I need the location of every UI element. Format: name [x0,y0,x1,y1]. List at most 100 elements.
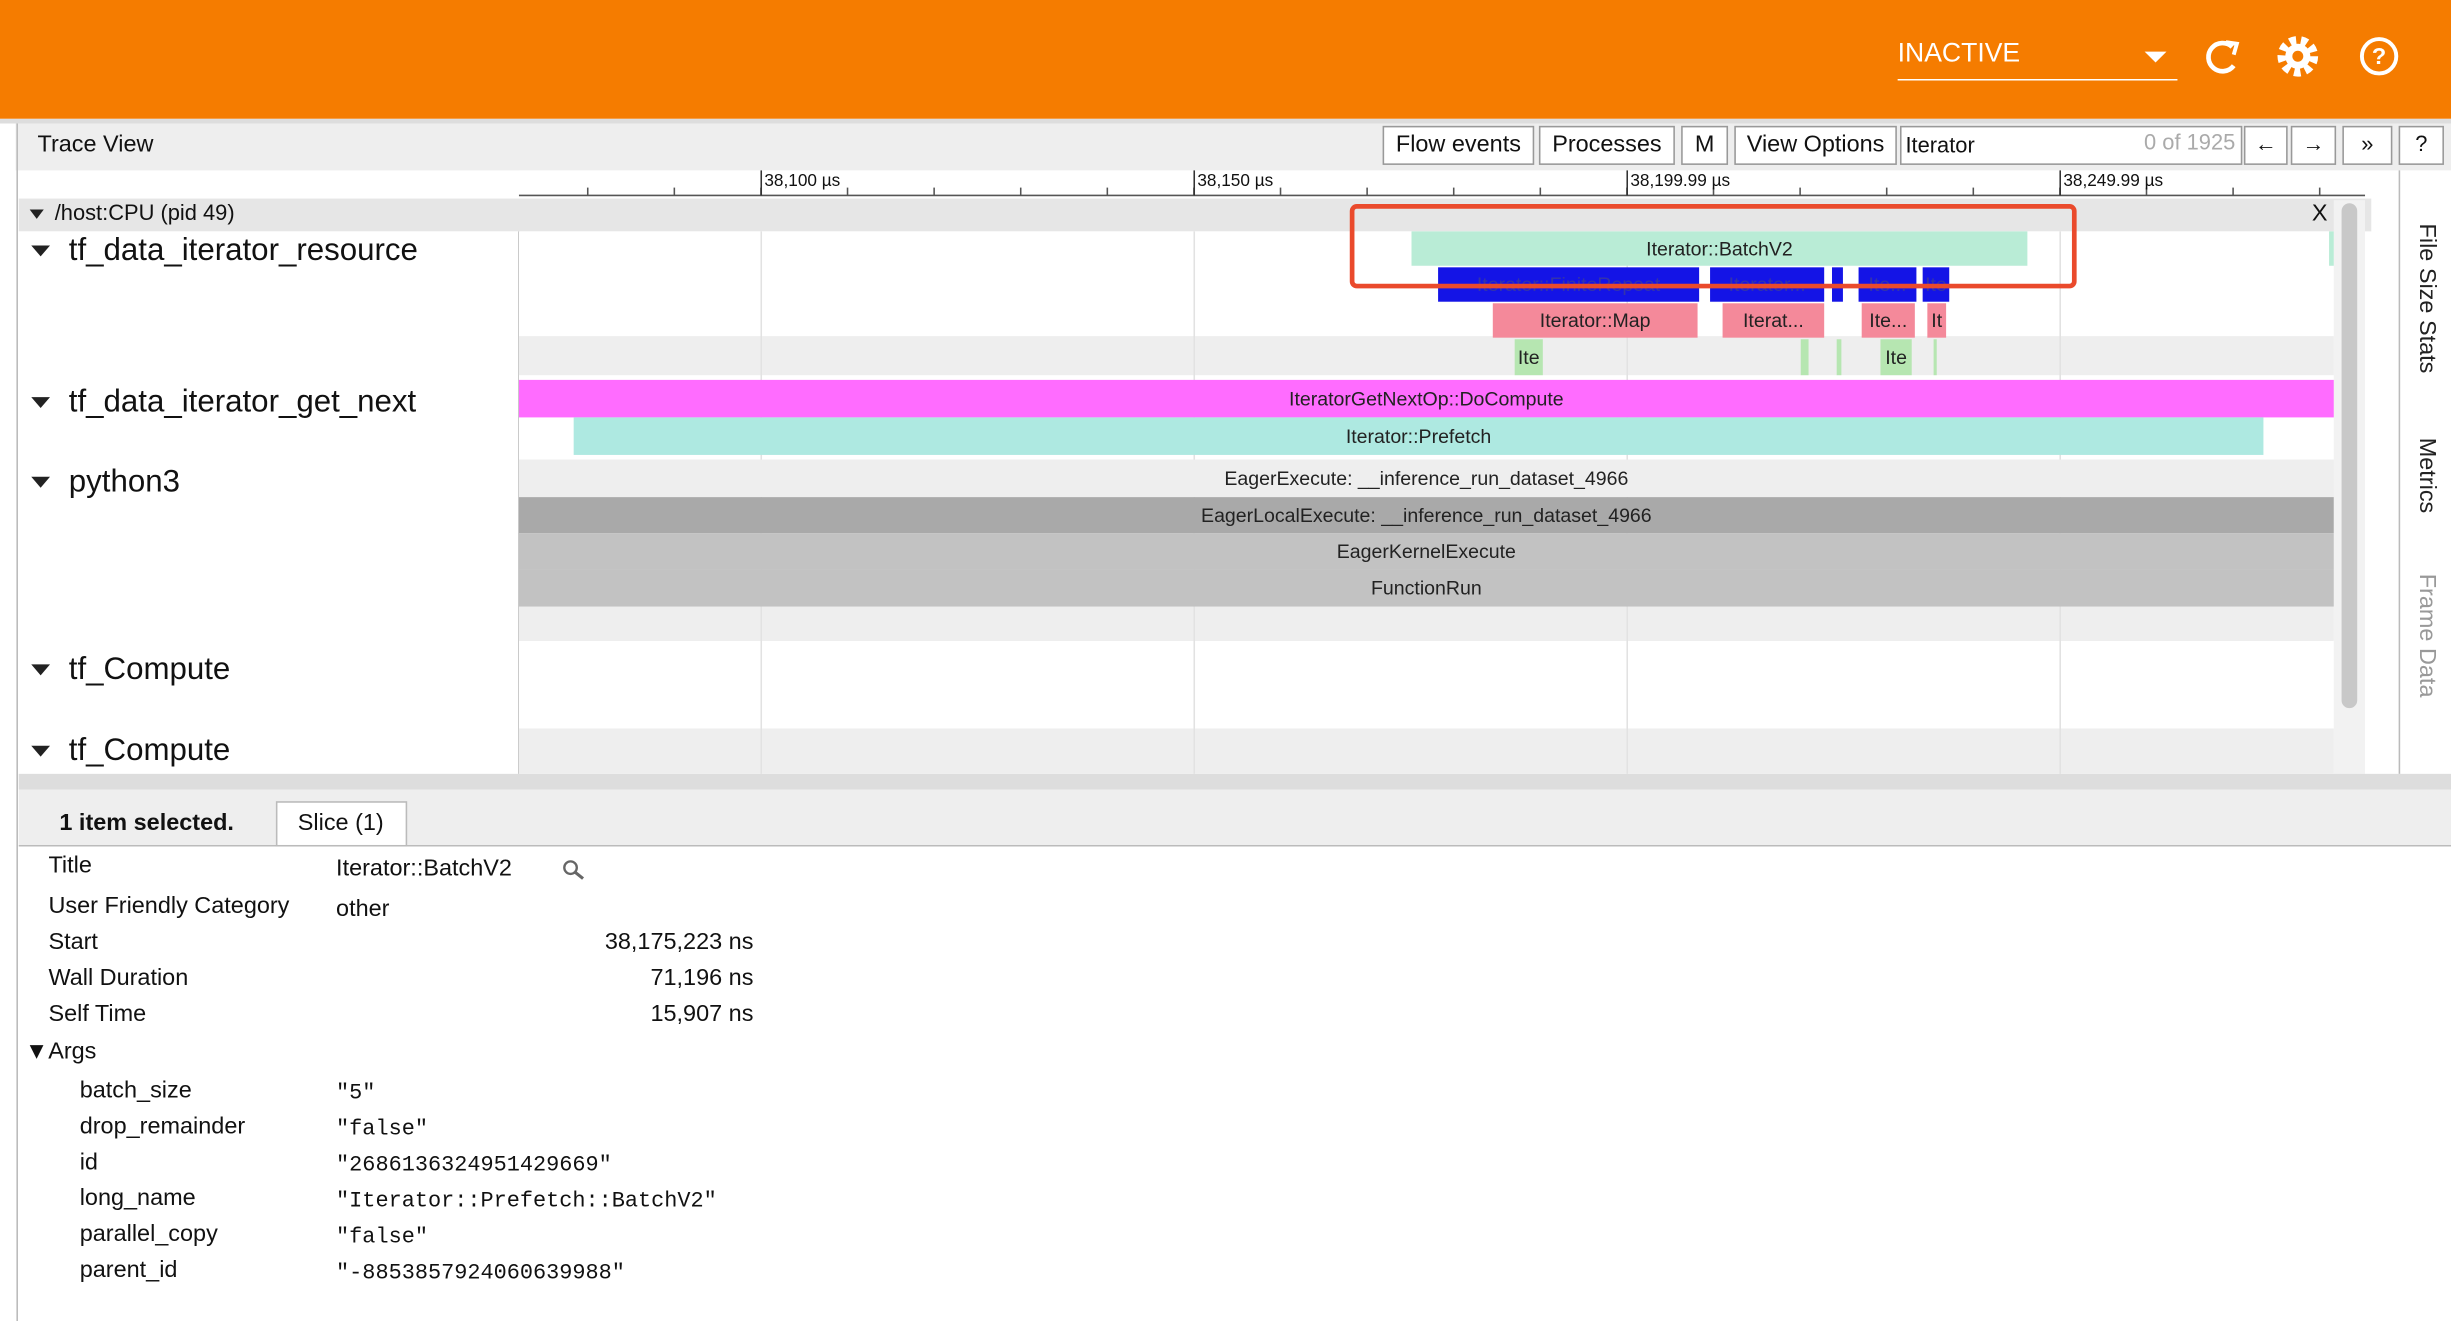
nav-button-label[interactable]: ← [2255,131,2277,156]
thread-collapse-arrow[interactable] [31,745,51,757]
slice-label[interactable]: Iterator::Map [1540,310,1651,332]
arg-key: id [80,1148,98,1174]
slice-label[interactable]: Ite [1885,347,1907,369]
trace-slice[interactable] [1836,339,1842,376]
process-header [18,198,2372,232]
search-icon[interactable] [563,860,585,880]
slice-tab[interactable] [275,801,408,847]
close-process[interactable]: X [2312,199,2328,225]
side-panel [2399,170,2451,774]
thread-collapse-arrow[interactable] [31,476,51,488]
process-label: /host:CPU (pid 49) [55,200,235,225]
detail-value: 71,196 ns [650,964,753,990]
trace-slice[interactable] [1880,339,1912,376]
slice-label[interactable]: IteratorGetNextOp::DoCompute [1289,388,1564,410]
arg-value: "false" [336,1116,428,1141]
slice-label[interactable]: It [1931,310,1942,332]
nav-button-label[interactable]: → [2303,131,2325,156]
nav-button[interactable] [2398,125,2444,165]
slice-label[interactable]: EagerExecute: __inference_run_dataset_49… [1224,468,1628,490]
trace-slice[interactable] [1933,339,1937,376]
trace-slice[interactable] [1411,231,2028,266]
refresh-icon[interactable] [2206,40,2240,74]
row-band [518,728,2334,774]
trace-slice[interactable] [1514,339,1543,376]
slice-tab-label[interactable]: Slice (1) [298,809,384,835]
trace-slice[interactable] [518,533,2334,570]
trace-slice[interactable] [1861,303,1915,338]
toolbar-button[interactable] [1382,125,1535,165]
trace-slice[interactable] [1492,303,1698,338]
trace-slice[interactable] [1927,303,1947,338]
collapse-arrow[interactable] [29,209,44,219]
detail-value: Iterator::BatchV2 [336,854,512,880]
slice-label[interactable]: Ite... [1869,310,1907,332]
nav-button[interactable] [2243,125,2288,165]
slice-label[interactable]: EagerKernelExecute [1337,541,1516,563]
detail-label: Self Time [48,1000,146,1026]
slice-label[interactable]: Ite [1518,347,1540,369]
detail-value: other [336,895,390,921]
help-icon[interactable]: ? [2359,37,2399,76]
trace-slice[interactable] [518,569,2334,607]
trace-slice[interactable] [1722,303,1825,338]
slice-label[interactable]: FunctionRun [1371,578,1482,600]
toolbar-button[interactable] [1734,125,1897,165]
trace-slice[interactable] [518,497,2334,534]
nav-button[interactable] [2290,125,2337,165]
toolbar-button-label[interactable]: M [1695,131,1715,157]
arg-key: long_name [80,1184,196,1210]
highlight-box [1349,204,2077,289]
side-tab[interactable]: Metrics [2415,438,2441,514]
arg-key: parallel_copy [80,1220,218,1246]
slice-label[interactable]: Iterator::BatchV2 [1646,238,1793,260]
side-tab[interactable]: Frame Data [2415,574,2441,699]
thread-collapse-arrow[interactable] [31,245,51,257]
thread-label: tf_Compute [69,732,231,767]
ruler-tick-label: 38,150 µs [1197,170,1273,190]
arg-key: batch_size [80,1076,192,1102]
dropdown-arrow[interactable] [2144,51,2167,63]
side-tab[interactable]: File Size Stats [2415,224,2441,374]
ruler-tick-label: 38,249.99 µs [2063,170,2163,190]
search-box[interactable] [1899,125,2243,165]
toolbar-button-label[interactable]: Flow events [1396,131,1521,157]
args-header[interactable]: ▼Args [25,1037,96,1063]
thread-label: tf_data_iterator_get_next [69,384,417,419]
arg-key: drop_remainder [80,1112,246,1138]
trace-slice[interactable] [518,459,2334,498]
trace-slice[interactable] [573,417,2264,455]
slice-label[interactable]: EagerLocalExecute: __inference_run_datas… [1201,505,1652,527]
thread-label: tf_Compute [69,651,231,686]
toolbar-button-label[interactable]: Processes [1552,131,1661,157]
search-input[interactable]: Iterator [1905,133,1974,158]
slice-label[interactable]: Iterator::Prefetch [1346,426,1491,448]
details-tabbar [18,789,2451,846]
detail-label: Wall Duration [48,964,188,990]
trace-slice[interactable] [2329,231,2334,266]
detail-value: 15,907 ns [650,1000,753,1026]
detail-label: Title [48,851,91,877]
status-select[interactable]: INACTIVE [1898,38,2021,68]
trace-slice[interactable] [518,379,2334,418]
slice-label[interactable]: Iterat... [1743,310,1804,332]
toolbar-button-label[interactable]: View Options [1747,131,1885,157]
toolbar-button[interactable] [1681,125,1729,165]
trace-slice[interactable] [1800,339,1809,376]
thread-label: tf_data_iterator_resource [69,232,418,267]
arg-value: "5" [336,1081,375,1106]
nav-button[interactable] [2342,125,2393,165]
thread-collapse-arrow[interactable] [31,664,51,676]
top-bar [0,0,2451,119]
thread-collapse-arrow[interactable] [31,397,51,409]
settings-icon[interactable] [2277,35,2319,77]
nav-button-label[interactable]: ? [2415,131,2427,156]
ruler-tick-label: 38,100 µs [764,170,840,190]
splitter[interactable] [18,773,2451,790]
view-title: Trace View [38,131,154,157]
toolbar-button[interactable] [1538,125,1675,165]
nav-button-label[interactable]: » [2361,131,2373,156]
scroll-thumb[interactable] [2341,203,2358,709]
